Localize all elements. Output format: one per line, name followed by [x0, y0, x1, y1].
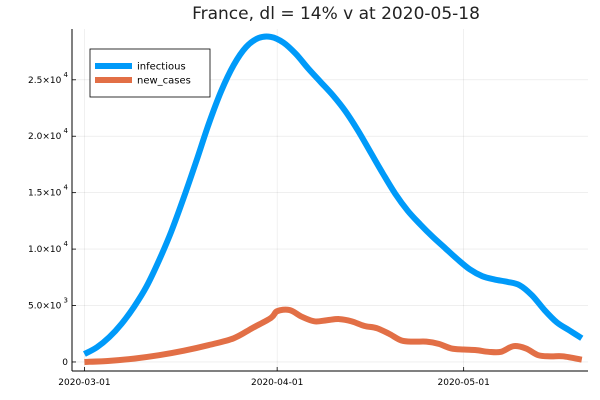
- legend: infectious new_cases: [89, 48, 211, 98]
- x-tick-label: 2020-04-01: [251, 378, 303, 388]
- axes: [71, 29, 588, 372]
- x-tick-label: 2020-05-01: [438, 378, 490, 388]
- y-tick-label: 5.0×10 3: [28, 297, 68, 312]
- series-line-infectious: [82, 33, 584, 357]
- legend-box: [89, 48, 211, 98]
- legend-label-new-cases: new_cases: [137, 76, 191, 87]
- y-tick-label: 2.0×10 4: [28, 127, 69, 142]
- y-tick-label: 0: [62, 358, 68, 368]
- series-line-new-cases: [84, 306, 583, 365]
- series-layer: [82, 33, 584, 365]
- y-tick-label: 2.5×10 4: [28, 71, 69, 86]
- x-tick-label: 2020-03-01: [58, 378, 110, 388]
- chart-title: France, dl = 14% v at 2020-05-18: [192, 4, 480, 24]
- x-axis-ticks: 2020-03-01 2020-04-01 2020-05-01: [58, 367, 490, 388]
- y-tick-label: 1.5×10 4: [28, 184, 69, 199]
- y-tick-label: 1.0×10 4: [28, 240, 69, 255]
- y-axis-ticks: 0 5.0×10 3 1.0×10 4 1.5×10 4 2.0×10 4 2.5×10 …: [28, 71, 76, 368]
- legend-label-infectious: infectious: [137, 62, 186, 73]
